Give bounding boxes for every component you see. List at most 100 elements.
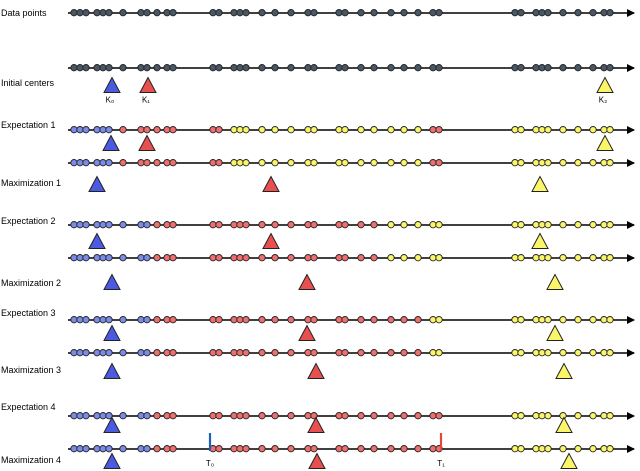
row-10 xyxy=(68,324,635,357)
data-point-blue xyxy=(82,412,90,420)
data-point-yellow xyxy=(574,412,582,420)
data-point-yellow xyxy=(600,316,608,324)
data-point-yellow xyxy=(606,221,614,229)
data-point-gray xyxy=(532,64,540,72)
data-point-red xyxy=(209,126,217,134)
data-point-gray xyxy=(143,9,151,17)
row-label: Maximization 2 xyxy=(1,278,61,288)
data-point-blue xyxy=(70,159,78,167)
data-point-gray xyxy=(76,64,84,72)
data-point-red xyxy=(304,221,312,229)
data-point-yellow xyxy=(511,412,519,420)
data-point-red xyxy=(335,445,343,453)
data-point-yellow xyxy=(435,221,443,229)
data-point-yellow xyxy=(544,221,552,229)
data-point-red xyxy=(143,126,151,134)
data-point-gray xyxy=(304,9,312,17)
data-point-red xyxy=(387,316,395,324)
data-point-red xyxy=(287,412,295,420)
data-point-blue xyxy=(82,445,90,453)
data-point-gray xyxy=(215,64,223,72)
data-point-gray xyxy=(119,9,127,17)
data-point-red xyxy=(137,126,145,134)
data-point-yellow xyxy=(230,126,238,134)
row-2: Initial centers K₀ K₁ K₂ xyxy=(1,76,614,105)
data-point-gray xyxy=(163,64,171,72)
data-point-red xyxy=(370,412,378,420)
data-point-blue xyxy=(119,445,127,453)
data-point-gray xyxy=(606,64,614,72)
center-red-triangle xyxy=(298,324,316,341)
data-point-gray xyxy=(258,9,266,17)
data-point-yellow xyxy=(574,254,582,262)
data-point-blue xyxy=(70,254,78,262)
center-blue-triangle xyxy=(88,232,106,249)
data-point-gray xyxy=(435,9,443,17)
data-point-blue xyxy=(70,126,78,134)
data-point-gray xyxy=(511,64,519,72)
data-point-blue xyxy=(76,159,84,167)
data-point-yellow xyxy=(310,126,318,134)
data-point-blue xyxy=(99,349,107,357)
data-point-gray xyxy=(341,9,349,17)
data-point-yellow xyxy=(574,221,582,229)
data-point-blue xyxy=(99,126,107,134)
row-label: Expectation 1 xyxy=(1,120,56,130)
data-point-blue xyxy=(137,316,145,324)
data-point-yellow xyxy=(341,159,349,167)
data-point-red xyxy=(414,445,422,453)
data-point-blue xyxy=(76,254,84,262)
data-point-red xyxy=(357,412,365,420)
data-point-gray xyxy=(589,64,597,72)
data-point-gray xyxy=(600,64,608,72)
data-point-red xyxy=(153,254,161,262)
data-point-red xyxy=(209,316,217,324)
data-point-gray xyxy=(400,64,408,72)
data-point-blue xyxy=(76,221,84,229)
data-point-red xyxy=(209,221,217,229)
data-point-red xyxy=(215,412,223,420)
data-point-yellow xyxy=(559,316,567,324)
data-point-blue xyxy=(82,316,90,324)
center-red-triangle xyxy=(307,416,325,433)
data-point-red xyxy=(304,412,312,420)
data-point-red xyxy=(163,221,171,229)
data-point-red xyxy=(341,254,349,262)
data-point-blue xyxy=(137,254,145,262)
data-point-yellow xyxy=(414,126,422,134)
data-point-gray xyxy=(271,64,279,72)
data-point-yellow xyxy=(271,126,279,134)
data-point-gray xyxy=(435,64,443,72)
data-point-yellow xyxy=(606,349,614,357)
center-yellow-triangle xyxy=(546,324,564,341)
data-point-red xyxy=(400,349,408,357)
data-point-yellow xyxy=(600,221,608,229)
data-point-gray xyxy=(153,64,161,72)
data-point-red xyxy=(357,254,365,262)
data-point-gray xyxy=(606,9,614,17)
center-red-triangle xyxy=(262,232,280,249)
data-point-red xyxy=(400,445,408,453)
data-point-red xyxy=(169,126,177,134)
data-point-red xyxy=(258,412,266,420)
data-point-yellow xyxy=(400,126,408,134)
data-point-red xyxy=(242,221,250,229)
data-point-red xyxy=(215,316,223,324)
data-point-red xyxy=(153,349,161,357)
data-point-gray xyxy=(544,9,552,17)
data-point-red xyxy=(271,445,279,453)
data-point-gray xyxy=(310,9,318,17)
data-point-red xyxy=(230,254,238,262)
data-point-red xyxy=(242,349,250,357)
data-point-red xyxy=(169,221,177,229)
data-point-red xyxy=(357,221,365,229)
data-point-gray xyxy=(310,64,318,72)
data-point-gray xyxy=(414,64,422,72)
data-point-yellow xyxy=(532,221,540,229)
data-point-yellow xyxy=(517,126,525,134)
data-point-yellow xyxy=(517,316,525,324)
data-point-blue xyxy=(82,349,90,357)
data-point-red xyxy=(304,349,312,357)
row-label: Initial centers xyxy=(1,78,55,88)
data-point-gray xyxy=(357,64,365,72)
